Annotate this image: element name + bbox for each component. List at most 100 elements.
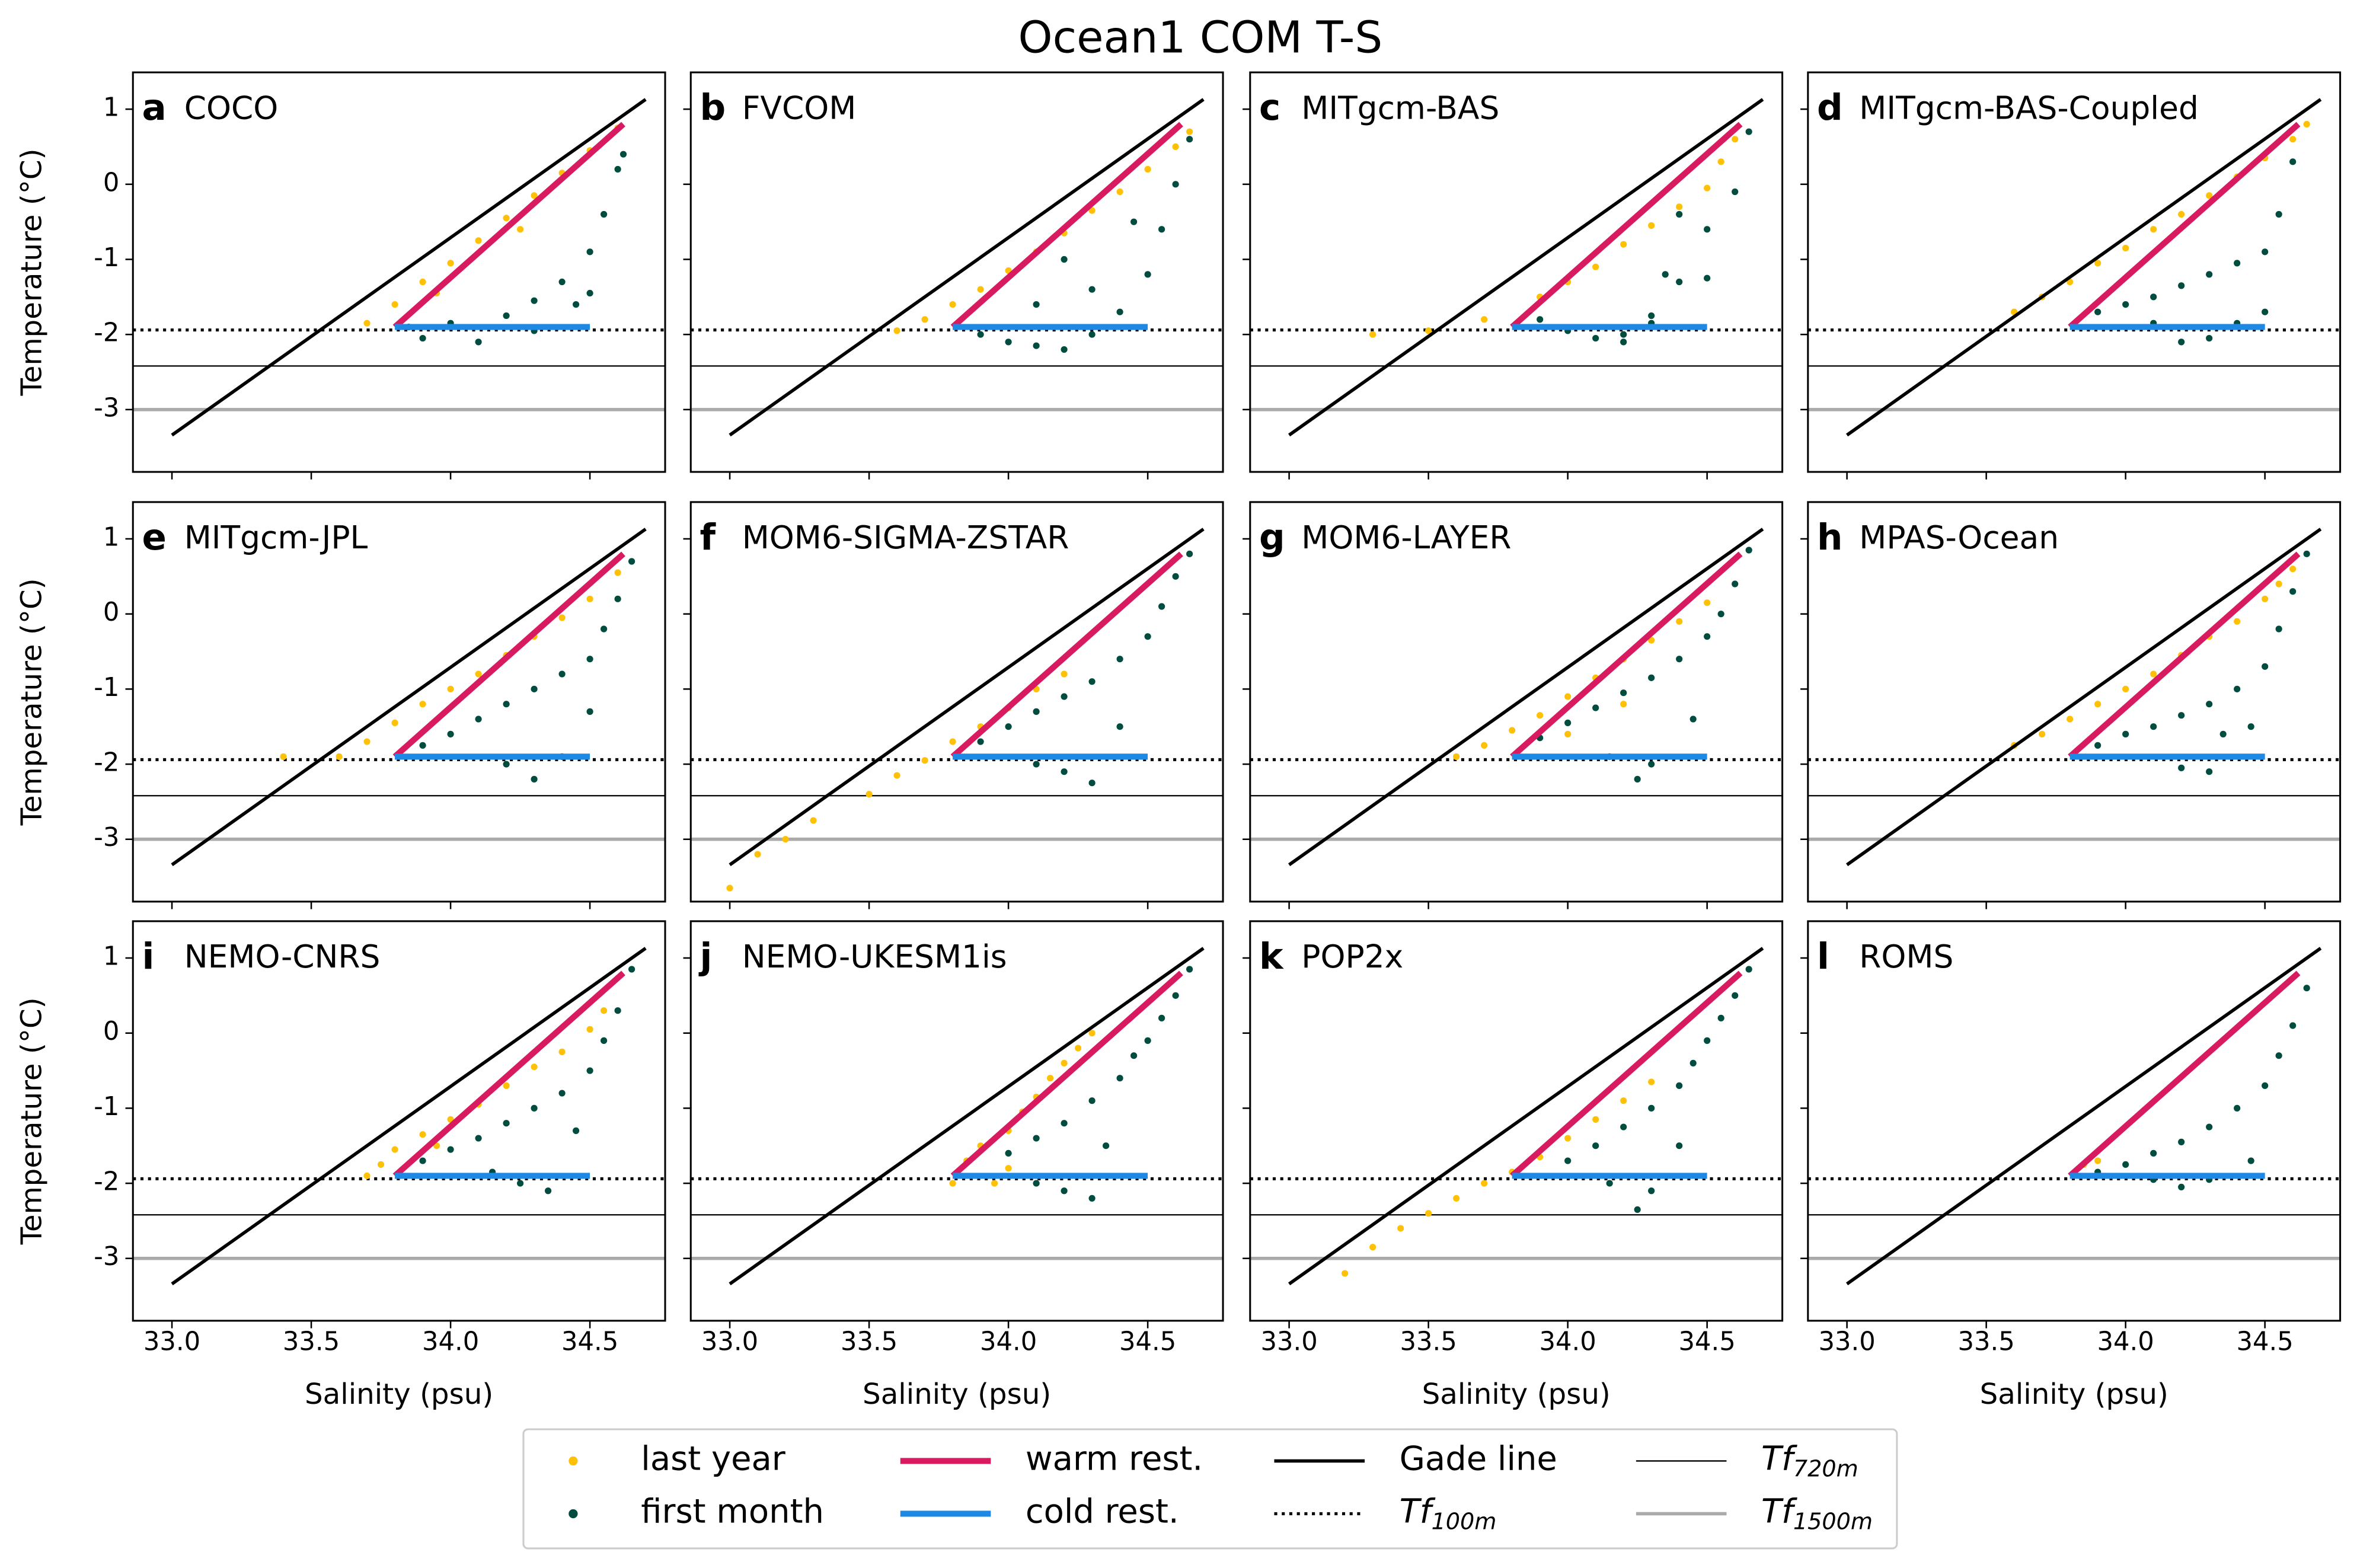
reference-line [392, 551, 625, 759]
scatter-point [2178, 210, 2185, 218]
scatter-point [1425, 1210, 1432, 1217]
scatter-point [2234, 685, 2241, 692]
scatter-point [517, 1180, 524, 1187]
scatter-point [419, 742, 426, 749]
panel-title: MITgcm-BAS-Coupled [1859, 89, 2199, 126]
scatter-point [475, 670, 482, 678]
scatter-point [363, 320, 371, 327]
scatter-point [391, 301, 398, 308]
scatter-point [1061, 1120, 1068, 1127]
scatter-point [447, 260, 454, 267]
scatter-point [1481, 742, 1488, 749]
scatter-point [503, 761, 510, 768]
scatter-point [1481, 1180, 1488, 1187]
reference-line [1288, 98, 1764, 437]
scatter-point [2094, 742, 2102, 749]
scatter-point [419, 1157, 426, 1164]
scatter-point [503, 215, 510, 222]
scatter-point [2262, 663, 2269, 670]
y-tick-label: -3 [94, 393, 119, 423]
scatter-point [614, 1007, 621, 1014]
panel-title: NEMO-UKESM1is [742, 938, 1007, 975]
panel-title: ROMS [1859, 938, 1953, 975]
reference-line [392, 122, 625, 330]
x-tick-label: 33.5 [1958, 1327, 2015, 1357]
scatter-point [2122, 685, 2129, 692]
panel-letter: d [1817, 87, 1843, 129]
scatter-point [1088, 1030, 1096, 1037]
x-tick-label: 33.0 [1260, 1327, 1317, 1357]
panel [691, 528, 1224, 892]
scatter-point [1061, 346, 1068, 353]
scatter-point [2122, 244, 2129, 252]
scatter-point [1620, 338, 1627, 346]
reference-line [1846, 947, 2322, 1286]
scatter-point [1061, 1059, 1068, 1066]
scatter-point [1088, 1097, 1096, 1104]
scatter-point [558, 670, 566, 678]
scatter-point [531, 775, 538, 783]
scatter-point [601, 1007, 608, 1014]
scatter-point [1061, 693, 1068, 700]
panel [1807, 528, 2340, 867]
panel-frame [689, 920, 1224, 1322]
scatter-point [1033, 342, 1040, 349]
scatter-point [1564, 693, 1572, 700]
legend-label: first month [641, 1493, 824, 1531]
scatter-point [949, 301, 956, 308]
x-tick-label: 33.5 [841, 1327, 898, 1357]
scatter-point [2206, 1123, 2213, 1131]
scatter-point [2150, 226, 2157, 233]
scatter-point [1648, 312, 1655, 320]
scatter-point [893, 772, 900, 779]
scatter-point [531, 1064, 538, 1071]
scatter-point [614, 569, 621, 576]
scatter-point [1130, 218, 1138, 225]
scatter-point [1564, 1157, 1572, 1164]
panel [691, 947, 1224, 1286]
scatter-point [1005, 1149, 1012, 1157]
scatter-point [2178, 764, 2185, 771]
scatter-point [1033, 708, 1040, 715]
scatter-point [2150, 723, 2157, 730]
scatter-point [1047, 1075, 1054, 1082]
scatter-point [517, 226, 524, 233]
scatter-point [391, 719, 398, 726]
scatter-point [419, 334, 426, 342]
panel-frame [689, 71, 1224, 473]
scatter-point [628, 966, 635, 973]
x-tick-label: 33.0 [143, 1327, 200, 1357]
panel [1250, 947, 1783, 1286]
scatter-point [1397, 1225, 1404, 1232]
reference-line [1510, 551, 1743, 759]
scatter-point [1088, 1195, 1096, 1202]
scatter-point [893, 327, 900, 334]
legend-label: Tf1500m [1761, 1493, 1873, 1535]
scatter-point [614, 595, 621, 602]
y-tick-label: -2 [94, 748, 119, 778]
panel-letter: e [142, 516, 167, 558]
scatter-point [977, 738, 984, 745]
scatter-point [1369, 331, 1376, 338]
scatter-point [1648, 674, 1655, 681]
scatter-point [1732, 992, 1739, 999]
panel-frame [132, 501, 666, 903]
scatter-point [1564, 730, 1572, 737]
scatter-point [977, 286, 984, 293]
scatter-point [558, 1090, 566, 1097]
scatter-point [1745, 547, 1752, 554]
scatter-point [1061, 1187, 1068, 1195]
scatter-point [949, 1180, 956, 1187]
scatter-point [754, 851, 761, 858]
scatter-point [2275, 625, 2282, 633]
scatter-point [1005, 338, 1012, 346]
scatter-point [2303, 985, 2310, 992]
panel-frame [1807, 920, 2342, 1322]
scatter-point [2289, 158, 2297, 165]
scatter-point [1186, 966, 1193, 973]
scatter-point [2289, 136, 2297, 143]
scatter-point [1509, 727, 1516, 734]
panel-title: MPAS-Ocean [1859, 519, 2059, 556]
scatter-point [2234, 618, 2241, 625]
